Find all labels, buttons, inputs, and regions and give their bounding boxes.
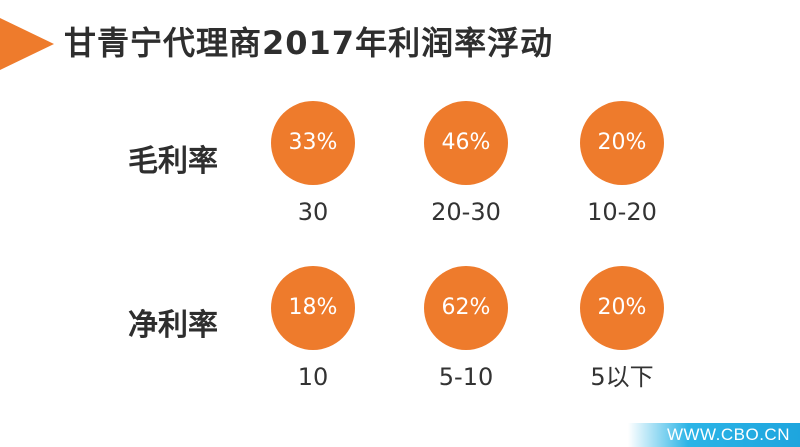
percent-circle: 62% [424,266,508,350]
percent-circle: 20% [580,101,664,185]
percent-circle: 46% [424,101,508,185]
range-label: 10 [297,363,329,391]
row-label-gross-margin: 毛利率 [128,144,218,179]
watermark-band [628,423,800,447]
range-label: 10-20 [587,198,657,226]
percent-circle: 33% [271,101,355,185]
range-label: 20-30 [431,198,501,226]
percent-circle: 18% [271,266,355,350]
range-label: 5以下 [590,363,654,391]
row-label-net-margin: 净利率 [128,308,218,343]
percent-circle: 20% [580,266,664,350]
page-title: 甘青宁代理商2017年利润率浮动 [64,24,554,62]
watermark: WWW.CBO.CN [666,425,790,444]
title-arrow-icon [0,18,54,70]
range-label: 5-10 [438,363,494,391]
range-label: 30 [297,198,329,226]
